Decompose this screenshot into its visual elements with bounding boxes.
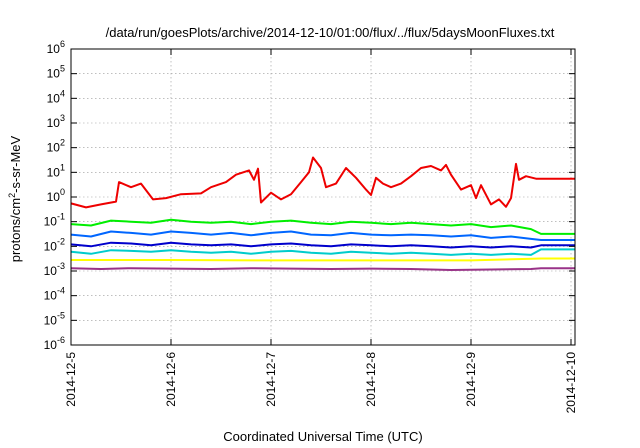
y-tick-label: 10-1 xyxy=(44,212,65,229)
series-line-1 xyxy=(70,156,575,209)
y-tick-label: 105 xyxy=(47,64,65,81)
chart-title: /data/run/goesPlots/archive/2014-12-10/0… xyxy=(106,25,555,40)
series-line-6 xyxy=(71,257,575,262)
y-tick-label: 10-3 xyxy=(44,261,65,278)
x-tick-label: 2014-12-8 xyxy=(364,352,378,407)
x-axis-label: Coordinated Universal Time (UTC) xyxy=(223,429,422,444)
y-tick-labels: 10-6 10-5 10-4 10-3 10-2 10-1 100 101 102 103 104 1… xyxy=(44,39,65,352)
x-tick-label: 2014-12-5 xyxy=(64,352,78,407)
y-tick-label: 10-2 xyxy=(44,236,65,253)
series-line-7 xyxy=(70,267,575,271)
x-tick-label: 2014-12-6 xyxy=(164,352,178,407)
y-axis-label: protons/cm2-s-sr-MeV xyxy=(7,135,23,262)
series-line-2 xyxy=(70,218,575,235)
series-line-5 xyxy=(70,248,575,256)
x-tick-label: 2014-12-10 xyxy=(564,352,578,414)
y-tick-label: 101 xyxy=(47,162,65,179)
ticks xyxy=(70,48,575,346)
grid xyxy=(71,49,575,345)
y-tick-label: 10-6 xyxy=(44,335,65,352)
y-tick-label: 10-4 xyxy=(44,286,65,303)
y-tick-label: 104 xyxy=(47,88,65,105)
series-line-4 xyxy=(70,241,575,249)
y-tick-label: 10-5 xyxy=(44,310,65,327)
y-tick-label: 102 xyxy=(47,138,65,155)
series-line-3 xyxy=(70,230,575,241)
y-tick-label: 106 xyxy=(47,39,65,56)
y-tick-label: 103 xyxy=(47,113,65,130)
y-tick-label: 100 xyxy=(47,187,65,204)
x-tick-label: 2014-12-9 xyxy=(464,352,478,407)
x-tick-label: 2014-12-7 xyxy=(264,352,278,407)
series-layer xyxy=(70,156,575,271)
x-tick-labels: 2014-12-5 2014-12-6 2014-12-7 2014-12-8 2014… xyxy=(64,352,578,414)
